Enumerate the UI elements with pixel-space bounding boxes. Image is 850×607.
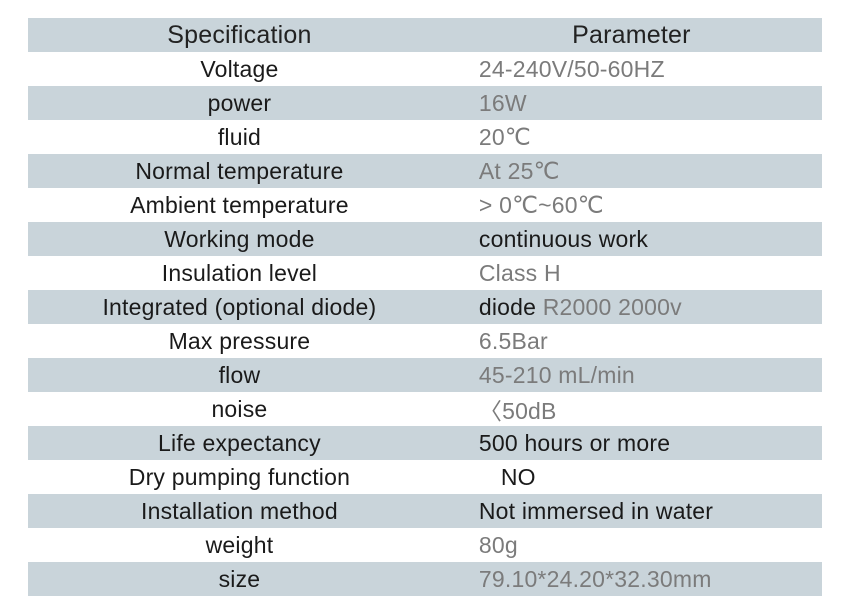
param-cell: Class H: [441, 256, 822, 290]
table-row: power 16W: [28, 86, 822, 120]
table-row: fluid 20℃: [28, 120, 822, 154]
header-param: Parameter: [441, 18, 822, 52]
param-cell: 80g: [441, 528, 822, 562]
param-cell: 45-210 mL/min: [441, 358, 822, 392]
spec-cell: Voltage: [28, 52, 441, 86]
table-row: size 79.10*24.20*32.30mm: [28, 562, 822, 596]
table-row: Voltage 24-240V/50-60HZ: [28, 52, 822, 86]
param-cell: > 0℃~60℃: [441, 188, 822, 222]
spec-cell: Normal temperature: [28, 154, 441, 188]
header-spec: Specification: [28, 18, 441, 52]
spec-cell: flow: [28, 358, 441, 392]
spec-cell: Life expectancy: [28, 426, 441, 460]
table-row: weight 80g: [28, 528, 822, 562]
param-cell: 16W: [441, 86, 822, 120]
param-cell: 6.5Bar: [441, 324, 822, 358]
spec-cell: weight: [28, 528, 441, 562]
param-cell: 〈50dB: [441, 392, 822, 426]
param-cell: 500 hours or more: [441, 426, 822, 460]
spec-table: Specification Parameter Voltage 24-240V/…: [28, 18, 822, 596]
param-suffix: R2000 2000v: [536, 294, 682, 320]
param-prefix: diode: [479, 294, 536, 320]
spec-cell: Working mode: [28, 222, 441, 256]
table-row: noise 〈50dB: [28, 392, 822, 426]
param-cell: continuous work: [441, 222, 822, 256]
table-row: Ambient temperature > 0℃~60℃: [28, 188, 822, 222]
param-cell: 20℃: [441, 120, 822, 154]
spec-cell: Installation method: [28, 494, 441, 528]
table-row: Installation method Not immersed in wate…: [28, 494, 822, 528]
header-param-text: Parameter: [572, 21, 691, 49]
spec-cell: size: [28, 562, 441, 596]
table-row: Working mode continuous work: [28, 222, 822, 256]
spec-cell: Max pressure: [28, 324, 441, 358]
param-cell: NO: [441, 460, 822, 494]
spec-cell: power: [28, 86, 441, 120]
spec-cell: Dry pumping function: [28, 460, 441, 494]
param-cell: Not immersed in water: [441, 494, 822, 528]
param-cell: diode R2000 2000v: [441, 290, 822, 324]
table-row: Dry pumping function NO: [28, 460, 822, 494]
table-row: Insulation level Class H: [28, 256, 822, 290]
table-row: Max pressure 6.5Bar: [28, 324, 822, 358]
table-header-row: Specification Parameter: [28, 18, 822, 52]
spec-cell: fluid: [28, 120, 441, 154]
param-cell: At 25℃: [441, 154, 822, 188]
param-cell: 79.10*24.20*32.30mm: [441, 562, 822, 596]
table-row: flow 45-210 mL/min: [28, 358, 822, 392]
table-row: Normal temperature At 25℃: [28, 154, 822, 188]
table-row: Integrated (optional diode) diode R2000 …: [28, 290, 822, 324]
spec-cell: Insulation level: [28, 256, 441, 290]
spec-cell: noise: [28, 392, 441, 426]
spec-cell: Ambient temperature: [28, 188, 441, 222]
spec-cell: Integrated (optional diode): [28, 290, 441, 324]
param-cell: 24-240V/50-60HZ: [441, 52, 822, 86]
table-row: Life expectancy 500 hours or more: [28, 426, 822, 460]
